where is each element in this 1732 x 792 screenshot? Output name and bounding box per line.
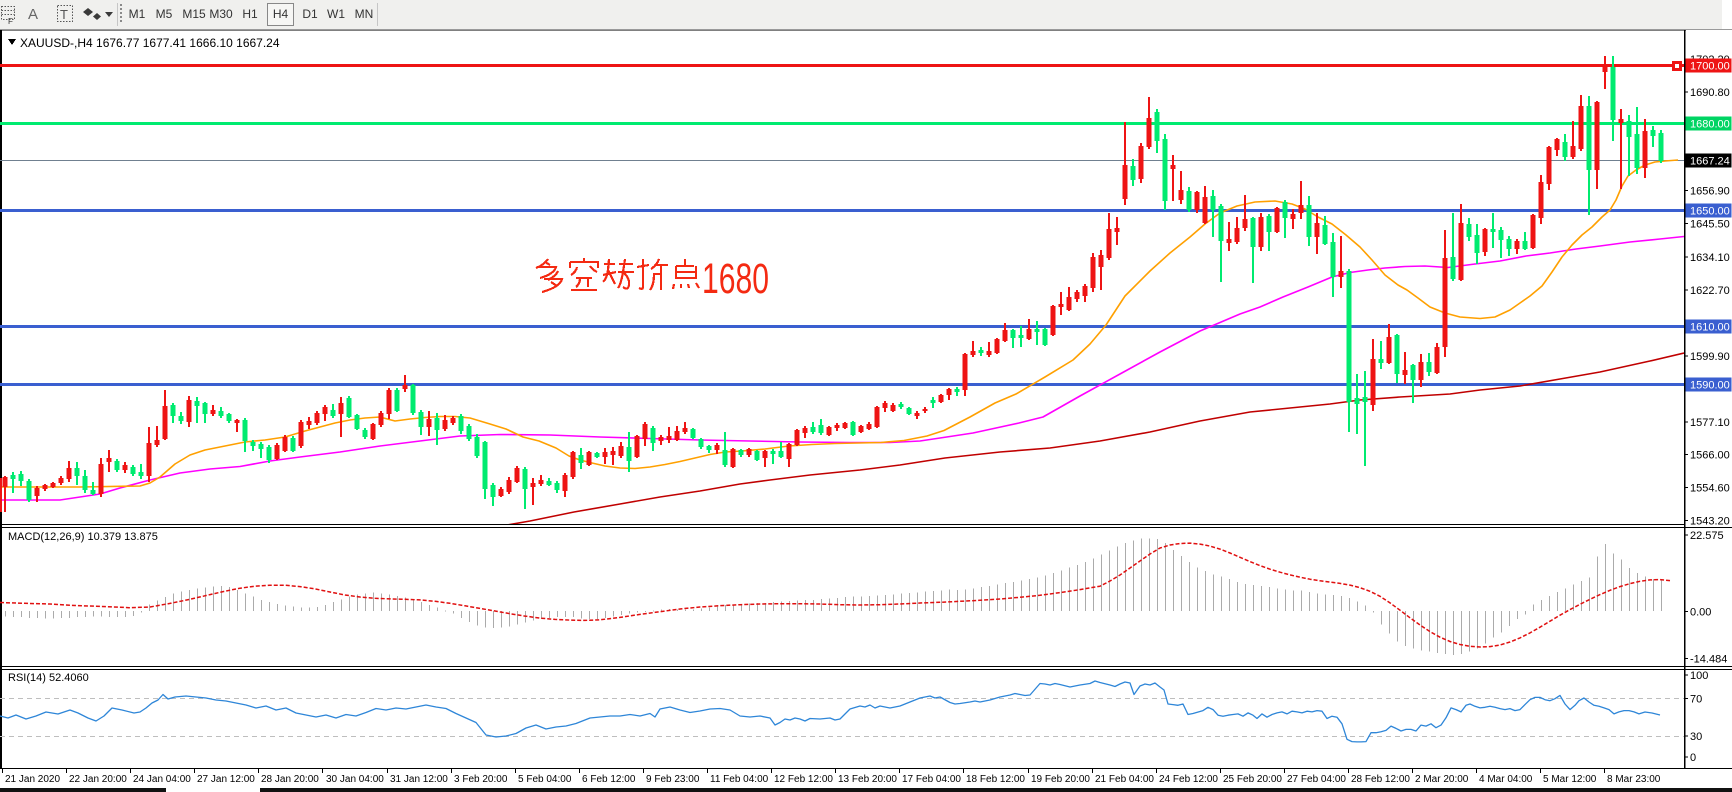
svg-text:27 Feb 04:00: 27 Feb 04:00 [1287, 774, 1346, 785]
svg-text:1599.90: 1599.90 [1690, 351, 1730, 363]
svg-text:2 Mar 20:00: 2 Mar 20:00 [1415, 774, 1469, 785]
svg-text:1577.10: 1577.10 [1690, 417, 1730, 429]
svg-text:4 Mar 04:00: 4 Mar 04:00 [1479, 774, 1533, 785]
svg-text:1554.60: 1554.60 [1690, 483, 1730, 495]
svg-text:12 Feb 12:00: 12 Feb 12:00 [774, 774, 833, 785]
svg-text:22.575: 22.575 [1690, 530, 1724, 542]
svg-text:27 Jan 12:00: 27 Jan 12:00 [197, 774, 255, 785]
svg-text:0: 0 [1690, 752, 1696, 764]
svg-text:1650.00: 1650.00 [1690, 206, 1730, 218]
svg-text:24 Jan 04:00: 24 Jan 04:00 [133, 774, 191, 785]
svg-text:22 Jan 20:00: 22 Jan 20:00 [69, 774, 127, 785]
svg-text:18 Feb 12:00: 18 Feb 12:00 [966, 774, 1025, 785]
svg-text:24 Feb 12:00: 24 Feb 12:00 [1159, 774, 1218, 785]
svg-text:1590.00: 1590.00 [1690, 380, 1730, 392]
svg-text:8 Mar 23:00: 8 Mar 23:00 [1607, 774, 1661, 785]
svg-text:RSI(14) 52.4060: RSI(14) 52.4060 [8, 672, 89, 684]
svg-text:30: 30 [1690, 731, 1702, 743]
svg-text:T: T [60, 7, 68, 22]
svg-text:0.00: 0.00 [1690, 607, 1711, 619]
svg-text:6 Feb 12:00: 6 Feb 12:00 [582, 774, 636, 785]
svg-text:F: F [8, 17, 13, 26]
svg-text:19 Feb 20:00: 19 Feb 20:00 [1031, 774, 1090, 785]
svg-text:1610.00: 1610.00 [1690, 322, 1730, 334]
svg-text:5 Mar 12:00: 5 Mar 12:00 [1543, 774, 1597, 785]
svg-text:28 Jan 20:00: 28 Jan 20:00 [261, 774, 319, 785]
svg-text:-14.484: -14.484 [1690, 654, 1727, 666]
svg-text:17 Feb 04:00: 17 Feb 04:00 [902, 774, 961, 785]
svg-text:25 Feb 20:00: 25 Feb 20:00 [1223, 774, 1282, 785]
svg-text:1680.00: 1680.00 [1690, 119, 1730, 131]
svg-text:MACD(12,26,9) 10.379 13.875: MACD(12,26,9) 10.379 13.875 [8, 531, 158, 543]
svg-text:1667.24: 1667.24 [1690, 156, 1730, 168]
svg-text:13 Feb 20:00: 13 Feb 20:00 [838, 774, 897, 785]
svg-text:21 Jan 2020: 21 Jan 2020 [5, 774, 60, 785]
svg-text:1543.20: 1543.20 [1690, 516, 1730, 528]
svg-text:1566.00: 1566.00 [1690, 450, 1730, 462]
svg-text:1690.80: 1690.80 [1690, 87, 1730, 99]
svg-text:3 Feb 20:00: 3 Feb 20:00 [454, 774, 508, 785]
svg-text:1700.00: 1700.00 [1690, 61, 1730, 73]
svg-text:1634.10: 1634.10 [1690, 252, 1730, 264]
svg-text:28 Feb 12:00: 28 Feb 12:00 [1351, 774, 1410, 785]
svg-text:XAUUSD-,H4 1676.77 1677.41 16: XAUUSD-,H4 1676.77 1677.41 1666.10 1667.… [20, 36, 280, 50]
svg-text:1656.90: 1656.90 [1690, 186, 1730, 198]
svg-text:30 Jan 04:00: 30 Jan 04:00 [326, 774, 384, 785]
svg-text:1645.50: 1645.50 [1690, 219, 1730, 231]
svg-text:70: 70 [1690, 694, 1702, 706]
svg-text:1622.70: 1622.70 [1690, 285, 1730, 297]
svg-text:11 Feb 04:00: 11 Feb 04:00 [710, 774, 769, 785]
svg-text:9 Feb 23:00: 9 Feb 23:00 [646, 774, 700, 785]
svg-text:1680: 1680 [702, 255, 769, 303]
svg-text:31 Jan 12:00: 31 Jan 12:00 [390, 774, 448, 785]
svg-text:21 Feb 04:00: 21 Feb 04:00 [1095, 774, 1154, 785]
svg-text:A: A [28, 6, 38, 23]
svg-text:100: 100 [1690, 670, 1708, 682]
svg-text:5 Feb 04:00: 5 Feb 04:00 [518, 774, 572, 785]
